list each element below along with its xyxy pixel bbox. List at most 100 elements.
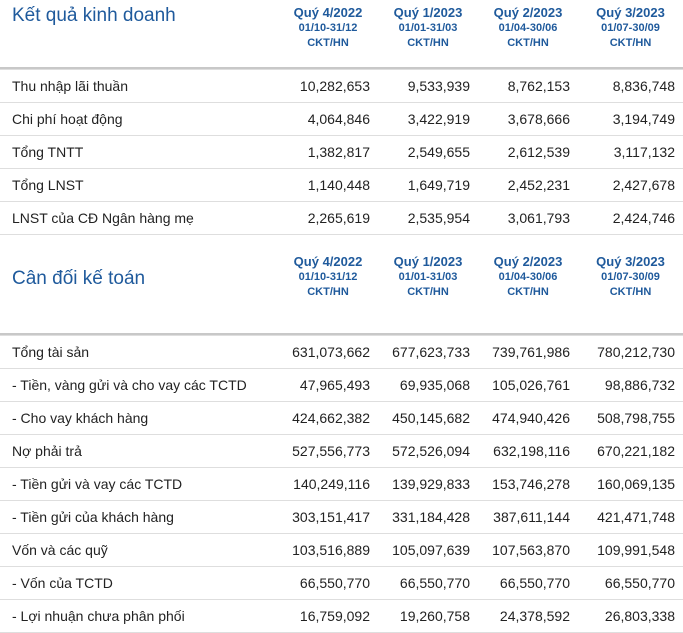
cell-value: 474,940,426 [478, 401, 578, 435]
cell-value: 66,550,770 [478, 566, 578, 600]
cell-value: 160,069,135 [578, 467, 683, 501]
row-label: - Tiền gửi của khách hàng [0, 500, 278, 534]
balance-sheet-table: Cân đối kế toán Quý 4/2022 01/10-31/12 C… [0, 240, 683, 633]
audit-label: CKT/HN [407, 286, 449, 298]
audit-label: CKT/HN [307, 37, 349, 49]
table-row: Thu nhập lãi thuần 10,282,653 9,533,939 … [0, 69, 683, 103]
cell-value: 2,549,655 [378, 135, 478, 169]
period-label: 01/04-30/06 [498, 271, 558, 283]
cell-value: 8,762,153 [478, 69, 578, 103]
audit-label: CKT/HN [609, 286, 652, 298]
period-label: 01/01-31/03 [398, 22, 458, 34]
audit-label: CKT/HN [507, 37, 549, 49]
cell-value: 98,886,732 [578, 368, 683, 402]
cell-value: 16,759,092 [278, 599, 378, 633]
table-row: Chi phí hoạt động 4,064,846 3,422,919 3,… [0, 102, 683, 136]
cell-value: 2,612,539 [478, 135, 578, 169]
cell-value: 1,649,719 [378, 168, 478, 202]
period-label: 01/07-30/09 [601, 22, 660, 34]
cell-value: 140,249,116 [278, 467, 378, 501]
section-title: Cân đối kế toán [12, 268, 146, 289]
row-label: Thu nhập lãi thuần [0, 69, 278, 103]
cell-value: 508,798,755 [578, 401, 683, 435]
cell-value: 2,452,231 [478, 168, 578, 202]
cell-value: 2,265,619 [278, 201, 378, 235]
period-label: 01/07-30/09 [601, 271, 660, 283]
cell-value: 527,556,773 [278, 434, 378, 468]
cell-value: 103,516,889 [278, 533, 378, 567]
quarter-label: Quý 3/2023 [596, 5, 665, 20]
row-label: - Vốn của TCTD [0, 566, 278, 600]
table-row: - Cho vay khách hàng 424,662,382 450,145… [0, 401, 683, 435]
cell-value: 450,145,682 [378, 401, 478, 435]
column-header-q3: Quý 2/2023 01/04-30/06 CKT/HN [478, 0, 578, 68]
cell-value: 26,803,338 [578, 599, 683, 633]
table-row: Nợ phải trả 527,556,773 572,526,094 632,… [0, 434, 683, 468]
cell-value: 10,282,653 [278, 69, 378, 103]
cell-value: 421,471,748 [578, 500, 683, 534]
cell-value: 139,929,833 [378, 467, 478, 501]
row-label: - Lợi nhuận chưa phân phối [0, 599, 278, 633]
column-header-q2: Quý 1/2023 01/01-31/03 CKT/HN [378, 240, 478, 334]
quarter-label: Quý 2/2023 [493, 254, 563, 269]
cell-value: 2,427,678 [578, 168, 683, 202]
cell-value: 387,611,144 [478, 500, 578, 534]
cell-value: 66,550,770 [278, 566, 378, 600]
table-row: Vốn và các quỹ 103,516,889 105,097,639 1… [0, 533, 683, 567]
row-label: Chi phí hoạt động [0, 102, 278, 136]
column-header-q2: Quý 1/2023 01/01-31/03 CKT/HN [378, 0, 478, 68]
audit-label: CKT/HN [507, 286, 549, 298]
audit-label: CKT/HN [609, 37, 652, 49]
quarter-label: Quý 3/2023 [596, 254, 665, 269]
row-label: - Tiền, vàng gửi và cho vay các TCTD [0, 368, 278, 402]
cell-value: 572,526,094 [378, 434, 478, 468]
cell-value: 1,382,817 [278, 135, 378, 169]
quarter-label: Quý 1/2023 [393, 254, 463, 269]
row-label: LNST của CĐ Ngân hàng mẹ [0, 201, 278, 235]
cell-value: 3,678,666 [478, 102, 578, 136]
cell-value: 109,991,548 [578, 533, 683, 567]
table-row: - Lợi nhuận chưa phân phối 16,759,092 19… [0, 599, 683, 633]
cell-value: 24,378,592 [478, 599, 578, 633]
section-title: Kết quả kinh doanh [12, 5, 176, 26]
cell-value: 3,117,132 [578, 135, 683, 169]
row-label: - Tiền gửi và vay các TCTD [0, 467, 278, 501]
period-label: 01/10-31/12 [298, 22, 358, 34]
cell-value: 424,662,382 [278, 401, 378, 435]
cell-value: 331,184,428 [378, 500, 478, 534]
cell-value: 3,061,793 [478, 201, 578, 235]
quarter-label: Quý 4/2022 [293, 5, 363, 20]
cell-value: 105,026,761 [478, 368, 578, 402]
table-row: - Tiền gửi và vay các TCTD 140,249,116 1… [0, 467, 683, 501]
cell-value: 66,550,770 [578, 566, 683, 600]
cell-value: 66,550,770 [378, 566, 478, 600]
cell-value: 780,212,730 [578, 335, 683, 369]
column-header-q1: Quý 4/2022 01/10-31/12 CKT/HN [278, 0, 378, 68]
cell-value: 153,746,278 [478, 467, 578, 501]
business-results-table: Kết quả kinh doanh Quý 4/2022 01/10-31/1… [0, 0, 683, 235]
cell-value: 2,424,746 [578, 201, 683, 235]
cell-value: 47,965,493 [278, 368, 378, 402]
cell-value: 69,935,068 [378, 368, 478, 402]
cell-value: 4,064,846 [278, 102, 378, 136]
cell-value: 739,761,986 [478, 335, 578, 369]
cell-value: 1,140,448 [278, 168, 378, 202]
cell-value: 2,535,954 [378, 201, 478, 235]
row-label: - Cho vay khách hàng [0, 401, 278, 435]
table-row: LNST của CĐ Ngân hàng mẹ 2,265,619 2,535… [0, 201, 683, 235]
table-row: Tổng tài sản 631,073,662 677,623,733 739… [0, 335, 683, 369]
quarter-label: Quý 1/2023 [393, 5, 463, 20]
cell-value: 8,836,748 [578, 69, 683, 103]
cell-value: 3,422,919 [378, 102, 478, 136]
column-header-q3: Quý 2/2023 01/04-30/06 CKT/HN [478, 240, 578, 334]
column-header-q4: Quý 3/2023 01/07-30/09 CKT/HN [578, 240, 683, 334]
column-header-q4: Quý 3/2023 01/07-30/09 CKT/HN [578, 0, 683, 68]
period-label: 01/04-30/06 [498, 22, 558, 34]
cell-value: 670,221,182 [578, 434, 683, 468]
audit-label: CKT/HN [307, 286, 349, 298]
cell-value: 107,563,870 [478, 533, 578, 567]
row-label: Tổng tài sản [0, 335, 278, 369]
table-row: Tổng TNTT 1,382,817 2,549,655 2,612,539 … [0, 135, 683, 169]
audit-label: CKT/HN [407, 37, 449, 49]
cell-value: 632,198,116 [478, 434, 578, 468]
